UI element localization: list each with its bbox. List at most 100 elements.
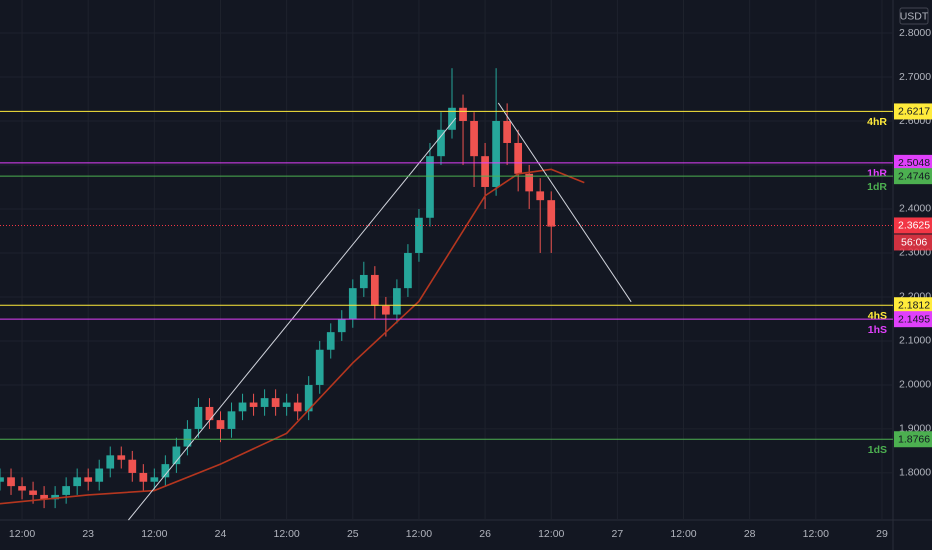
candle-body xyxy=(536,191,545,201)
level-price-label: 2.4746 xyxy=(898,170,930,182)
x-tick-label: 12:00 xyxy=(9,528,35,540)
candle-body xyxy=(370,274,379,306)
currency-label: USDT xyxy=(900,10,929,22)
level-name: 1dS xyxy=(868,444,887,456)
x-tick-label: 12:00 xyxy=(670,528,696,540)
x-tick-label: 12:00 xyxy=(406,528,432,540)
candle-body xyxy=(348,288,357,319)
candle-body xyxy=(271,398,280,407)
y-tick-label: 2.1000 xyxy=(899,335,931,347)
x-tick-label: 12:00 xyxy=(141,528,167,540)
level-price-box xyxy=(894,311,932,328)
candle-body xyxy=(51,494,59,500)
candle-body xyxy=(470,120,478,157)
candle-body xyxy=(525,173,534,192)
last-price-label: 2.3625 xyxy=(898,220,930,232)
candle-body xyxy=(481,156,489,187)
candle-body xyxy=(0,477,4,482)
candle-body xyxy=(18,486,26,491)
x-tick-label: 25 xyxy=(347,528,359,540)
x-tick-label: 29 xyxy=(876,528,888,540)
currency-box xyxy=(899,7,929,25)
x-tick-label: 24 xyxy=(215,528,227,540)
level-price-label: 1.8766 xyxy=(898,434,930,446)
y-tick-label: 1.8000 xyxy=(899,467,931,479)
x-tick-label: 28 xyxy=(744,528,756,540)
candle-body xyxy=(139,472,148,482)
candle-body xyxy=(73,477,82,487)
level-name: 1hR xyxy=(867,168,887,180)
candle-body xyxy=(337,318,346,333)
level-price-label: 2.6217 xyxy=(898,106,930,118)
moving-average xyxy=(0,168,585,505)
candle-body xyxy=(227,411,236,429)
candle-body xyxy=(547,200,556,227)
candle-body xyxy=(393,288,401,315)
candle-body xyxy=(7,477,15,487)
candle-body xyxy=(161,464,170,478)
candle-body xyxy=(95,468,104,482)
candle-body xyxy=(426,156,434,218)
candle-body xyxy=(282,402,291,407)
level-price-box xyxy=(894,297,932,314)
level-price-box xyxy=(894,168,932,185)
y-tick-label: 2.7000 xyxy=(899,71,931,83)
last-price-box xyxy=(894,217,932,234)
level-price-label: 2.1812 xyxy=(898,300,930,312)
candle-body xyxy=(304,384,313,412)
candle-body xyxy=(293,402,302,412)
candle-body xyxy=(106,455,115,469)
candle-body xyxy=(205,406,214,421)
candle-body xyxy=(260,398,269,407)
candle-body xyxy=(404,252,412,289)
candle-body xyxy=(514,142,523,174)
countdown-box xyxy=(894,234,932,251)
x-tick-label: 23 xyxy=(82,528,94,540)
candle-body xyxy=(382,305,390,315)
candle-body xyxy=(459,107,467,121)
candle-body xyxy=(128,459,137,473)
candle-body xyxy=(40,494,48,500)
candle-body xyxy=(150,477,159,482)
candle-body xyxy=(216,420,225,429)
level-price-label: 2.5048 xyxy=(898,157,930,169)
level-price-box xyxy=(894,154,932,171)
y-tick-label: 2.8000 xyxy=(899,27,931,39)
candle-body xyxy=(238,402,247,412)
candle-body xyxy=(29,490,37,495)
trend-line xyxy=(497,102,632,303)
candle-body xyxy=(62,486,71,495)
x-tick-label: 27 xyxy=(612,528,624,540)
candle-body xyxy=(249,402,258,407)
level-price-label: 2.1495 xyxy=(898,313,930,325)
candle-body xyxy=(326,332,335,350)
candle-body xyxy=(492,120,500,187)
candle-body xyxy=(415,217,423,253)
level-name: 4hS xyxy=(868,310,887,322)
candle-body xyxy=(117,455,126,460)
candle-body xyxy=(84,477,93,482)
level-name: 4hR xyxy=(867,116,887,128)
level-name: 1dR xyxy=(867,181,887,193)
candle-body xyxy=(503,120,511,143)
level-price-box xyxy=(894,103,932,120)
candle-body xyxy=(172,446,181,465)
candle-body xyxy=(194,406,203,429)
x-tick-label: 12:00 xyxy=(538,528,564,540)
x-tick-label: 12:00 xyxy=(274,528,300,540)
level-price-box xyxy=(894,431,932,448)
candle-body xyxy=(437,129,445,157)
y-tick-label: 2.4000 xyxy=(899,203,931,215)
y-tick-label: 2.0000 xyxy=(899,379,931,391)
candle-body xyxy=(448,107,456,130)
candle-body xyxy=(183,428,192,447)
candle-body xyxy=(315,349,324,385)
x-tick-label: 26 xyxy=(479,528,491,540)
countdown-label: 56:06 xyxy=(901,237,927,249)
level-name: 1hS xyxy=(868,324,887,336)
x-tick-label: 12:00 xyxy=(803,528,829,540)
candle-body xyxy=(359,274,368,289)
